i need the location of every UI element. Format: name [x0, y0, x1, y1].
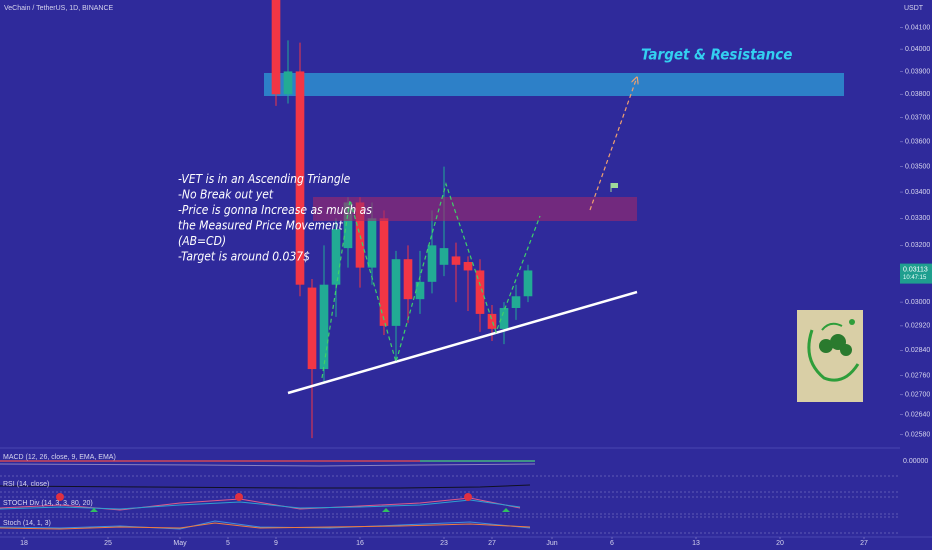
- x-tick-label: 25: [104, 540, 112, 547]
- annotation-note: -Target is around 0.037$: [178, 250, 310, 264]
- candle-body: [379, 218, 389, 326]
- logo: [797, 310, 863, 402]
- x-tick-label: 27: [860, 540, 868, 547]
- y-tick-label: 0.02700: [905, 392, 930, 399]
- y-tick-label: 0.03600: [905, 139, 930, 146]
- y-tick-label: 0.02760: [905, 372, 930, 379]
- candle-body: [487, 313, 497, 329]
- y-tick-label: 0.03500: [905, 163, 930, 170]
- candle-body: [475, 270, 485, 314]
- candle-body: [439, 248, 449, 265]
- y-tick-label: 0.03300: [905, 215, 930, 222]
- candle-body: [355, 202, 365, 268]
- candle-body: [295, 71, 305, 285]
- x-tick-label: 13: [692, 540, 700, 547]
- candle-body: [451, 256, 461, 265]
- annotation-note: the Measured Price Movement: [178, 219, 343, 233]
- candle-body: [511, 296, 521, 308]
- candle-body: [271, 0, 281, 95]
- x-tick-label: 20: [776, 540, 784, 547]
- annotation-note: -Price is gonna Increase as much as: [178, 203, 372, 217]
- countdown: 10:47:15: [903, 275, 927, 281]
- candle-body: [307, 287, 317, 370]
- indicator-value: 0.00000: [903, 458, 928, 465]
- y-tick-label: 0.02920: [905, 323, 930, 330]
- x-tick-label: Jun: [546, 540, 557, 547]
- pattern-line: [321, 181, 541, 379]
- candle-body: [391, 259, 401, 326]
- candle-body: [331, 229, 341, 285]
- annotation-note: -No Break out yet: [178, 188, 274, 202]
- y-tick-label: 0.03000: [905, 299, 930, 306]
- y-tick-label: 0.03700: [905, 115, 930, 122]
- x-tick-label: 9: [274, 540, 278, 547]
- price-unit: USDT: [904, 5, 924, 12]
- indicator-label: STOCH Div (14, 3, 3, 80, 20): [3, 500, 93, 507]
- annotation-title: Target & Resistance: [641, 46, 792, 64]
- x-tick-label: May: [173, 540, 187, 547]
- target-zone: [264, 73, 844, 96]
- candle-body: [319, 284, 329, 370]
- candle-body: [343, 202, 353, 249]
- indicator-panes: [0, 447, 932, 538]
- y-tick-label: 0.03900: [905, 68, 930, 75]
- indicator-label: Stoch (14, 1, 3): [3, 520, 51, 527]
- y-tick-label: 0.04000: [905, 46, 930, 53]
- x-tick-label: 6: [610, 540, 614, 547]
- y-tick-label: 0.03400: [905, 189, 930, 196]
- annotation-notes: -VET is in an Ascending Triangle -No Brea…: [178, 172, 372, 264]
- trend-line: [287, 290, 638, 395]
- candle-body: [367, 218, 377, 268]
- candle-body: [523, 270, 533, 297]
- y-tick-label: 0.02840: [905, 347, 930, 354]
- x-tick-label: 23: [440, 540, 448, 547]
- candle-body: [283, 71, 293, 95]
- indicator-label: MACD (12, 26, close, 9, EMA, EMA): [3, 454, 116, 461]
- annotation-note: -VET is in an Ascending Triangle: [178, 172, 351, 186]
- indicator-label: RSI (14, close): [3, 481, 49, 488]
- annotation-note: (AB=CD): [178, 234, 226, 248]
- y-tick-label: 0.04100: [905, 24, 930, 31]
- x-tick-label: 5: [226, 540, 230, 547]
- x-tick-label: 27: [488, 540, 496, 547]
- candle-body: [499, 307, 509, 329]
- y-tick-label: 0.03800: [905, 91, 930, 98]
- candle-body: [403, 259, 413, 300]
- candles: [271, 0, 533, 439]
- resistance-zone: [313, 197, 637, 221]
- flag-icon: [610, 183, 618, 192]
- last-price-box: [900, 263, 932, 284]
- x-tick-label: 18: [20, 540, 28, 547]
- projection-arrow: [589, 80, 636, 211]
- candle-body: [415, 281, 425, 300]
- y-tick-label: 0.02640: [905, 411, 930, 418]
- symbol-header: VeChain / TetherUS, 1D, BINANCE: [4, 5, 114, 12]
- x-tick-label: 16: [356, 540, 364, 547]
- y-tick-label: 0.03200: [905, 242, 930, 249]
- candle-body: [427, 245, 437, 282]
- candle-body: [463, 262, 473, 271]
- y-tick-label: 0.02580: [905, 432, 930, 439]
- last-price-label: 0.03113: [903, 266, 928, 273]
